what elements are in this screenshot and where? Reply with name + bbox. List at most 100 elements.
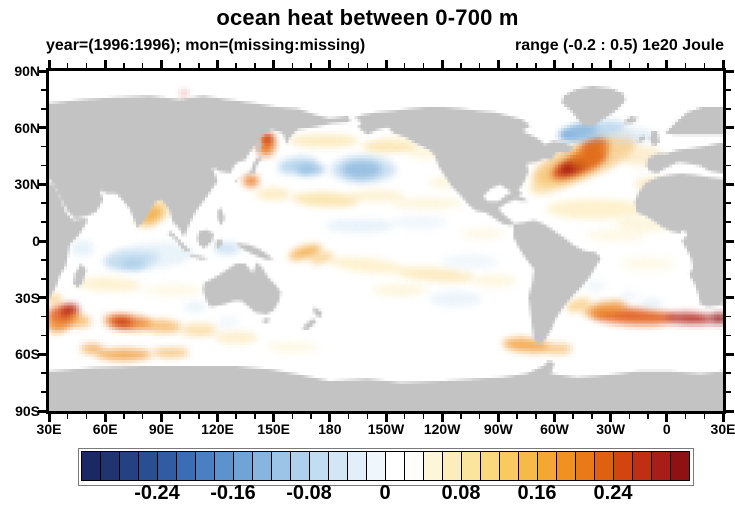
colorbar-cell [195,451,215,481]
lon-tick-label: 0 [662,421,671,437]
lon-tick [328,60,332,68]
lon-tick [535,414,537,419]
lon-tick [516,414,518,419]
lat-tick [726,278,731,280]
lat-tick [38,126,46,130]
lat-tick [726,182,734,186]
colorbar-tick-label: 0.16 [517,482,557,504]
lon-tick [703,414,706,419]
colorbar-cell [537,451,557,481]
lon-tick [403,63,406,68]
lat-tick-label: 60S [15,346,40,363]
colorbar-cell [252,451,272,481]
lon-tick [535,63,537,68]
lon-tick [496,60,500,68]
lon-tick [310,63,312,68]
lon-tick [328,414,332,422]
colorbar-cell [480,451,500,481]
colorbar-cell [271,451,291,481]
lat-tick [41,334,46,337]
lon-tick-label: 150W [367,421,405,437]
lon-tick [422,414,425,419]
lat-tick [726,372,731,374]
lon-tick [272,60,276,68]
lon-tick [198,63,200,68]
lon-tick [159,60,163,68]
lat-tick [41,89,46,91]
lon-tick [647,414,649,419]
lat-tick [726,145,731,148]
colorbar-tick-label: 0.08 [441,482,481,504]
lon-tick [310,414,312,419]
lon-tick-label: 60E [92,421,118,437]
colorbar-cell [404,451,424,481]
colorbar-cell [138,451,158,481]
lat-tick-label: 30N [14,176,40,193]
lat-tick [41,108,46,110]
colorbar-tick-label: -0.24 [134,482,180,504]
lon-tick [254,63,256,68]
lon-tick [103,414,107,422]
colorbar-cell [157,451,177,481]
lon-tick [403,414,406,419]
lon-tick [609,60,613,68]
lon-tick [216,60,219,68]
lat-tick-label: 0 [32,233,40,249]
lon-tick [440,60,444,68]
lon-tick [291,63,294,68]
subtitle-left: year=(1996:1996); mon=(missing:missing) [46,37,366,54]
lon-tick [47,60,51,68]
lat-tick [41,278,46,280]
lat-tick [41,372,46,374]
lat-tick [726,296,734,300]
lat-tick [41,202,46,204]
colorbar-tick-label: 0.24 [593,482,633,504]
lon-tick [478,63,481,68]
lon-tick [198,414,200,419]
lat-tick [38,409,46,413]
lat-tick-label: 60N [14,119,40,136]
colorbar-cell [499,451,519,481]
lon-tick [47,414,51,422]
lon-tick [665,60,669,68]
lon-tick [159,414,163,422]
colorbar-cell [176,451,196,481]
lon-tick-label: 30E [710,421,735,437]
lon-tick [572,414,574,419]
lon-tick [553,414,556,422]
lon-tick-label: 90E [148,421,174,437]
lon-tick [591,414,593,419]
lon-tick [85,63,88,68]
lat-tick-label: 90S [15,403,40,419]
lon-tick [103,60,107,68]
colorbar-frame [78,448,694,486]
colorbar-cell [556,451,576,481]
colorbar-tick-label: -0.08 [286,482,332,504]
lon-tick [384,414,388,422]
colorbar-cell [100,451,120,481]
colorbar-cell [290,451,310,481]
subtitle-right: range (-0.2 : 0.5) 1e20 Joule [515,37,724,54]
lon-tick [628,414,631,419]
colorbar-cell [632,451,652,481]
lon-tick [254,414,256,419]
colorbar-cell [347,451,367,481]
lon-tick [235,63,237,68]
lon-tick [516,63,518,68]
colorbar-tick-label: -0.16 [210,482,256,504]
lon-tick [553,60,556,68]
lon-tick [66,63,69,68]
lon-tick [291,414,294,419]
lon-tick [384,60,388,68]
colorbar-cell [328,451,348,481]
colorbar-cell [575,451,595,481]
lon-tick-label: 30W [596,421,626,437]
lat-tick [726,221,731,223]
lat-tick [726,409,734,413]
lat-tick [726,89,731,91]
lon-tick [440,414,444,422]
lat-tick [726,259,731,261]
colorbar-cell [461,451,481,481]
lon-tick [141,414,144,419]
